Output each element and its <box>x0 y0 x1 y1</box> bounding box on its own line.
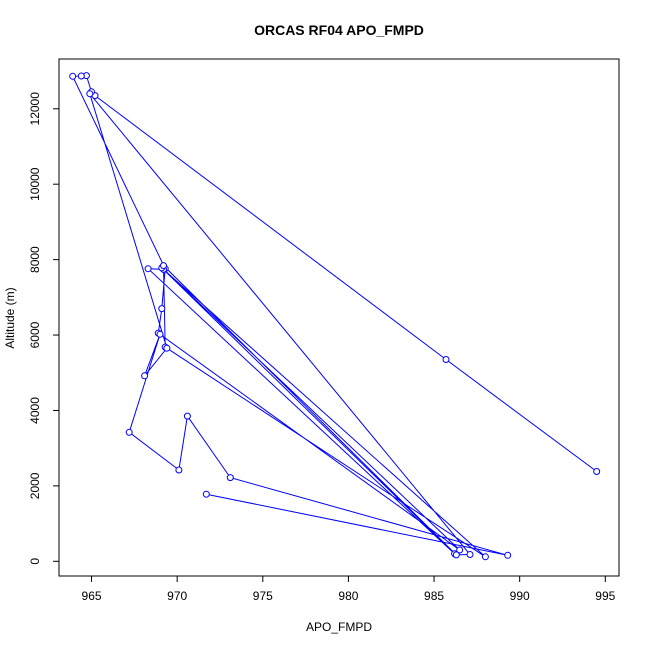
data-point <box>69 72 77 80</box>
data-point <box>183 412 191 420</box>
series-layer <box>69 72 601 561</box>
data-point <box>456 546 464 554</box>
data-point <box>160 262 167 270</box>
plot-frame <box>58 58 620 577</box>
x-tick-label: 995 <box>595 589 615 603</box>
x-tick-label: 990 <box>510 589 530 603</box>
data-point <box>77 72 85 80</box>
data-point <box>86 90 94 98</box>
y-tick-label: 0 <box>28 558 42 565</box>
data-point <box>466 551 474 558</box>
data-point <box>442 356 450 363</box>
x-tick-label: 985 <box>424 589 444 603</box>
data-point <box>141 372 149 380</box>
x-axis-label: APO_FMPD <box>306 620 372 634</box>
y-tick-label: 2000 <box>28 472 42 499</box>
y-tick-label: 6000 <box>28 321 42 348</box>
chart-title: ORCAS RF04 APO_FMPD <box>254 22 424 38</box>
data-point <box>481 553 489 561</box>
data-point <box>175 466 183 474</box>
x-tick-label: 975 <box>253 589 273 603</box>
data-point <box>452 551 460 559</box>
x-tick-label: 980 <box>338 589 358 603</box>
y-tick-label: 12000 <box>28 92 42 126</box>
data-point <box>202 490 210 498</box>
data-point <box>504 551 512 559</box>
data-point <box>226 474 234 482</box>
y-tick-label: 4000 <box>28 397 42 424</box>
axis-layer: 965 970 975 980 985 990 995 0 2000 4000 6000 8000 10… <box>28 92 616 603</box>
y-tick-label: 8000 <box>28 246 42 273</box>
y-tick-label: 10000 <box>28 167 42 201</box>
data-point <box>125 428 133 436</box>
data-point <box>163 344 171 352</box>
x-tick-label: 965 <box>82 589 102 603</box>
x-tick-label: 970 <box>167 589 187 603</box>
data-point <box>158 305 166 313</box>
data-point <box>144 265 152 273</box>
y-axis-label: Altitude (m) <box>3 287 17 348</box>
data-point <box>156 330 164 338</box>
data-point <box>593 468 601 475</box>
